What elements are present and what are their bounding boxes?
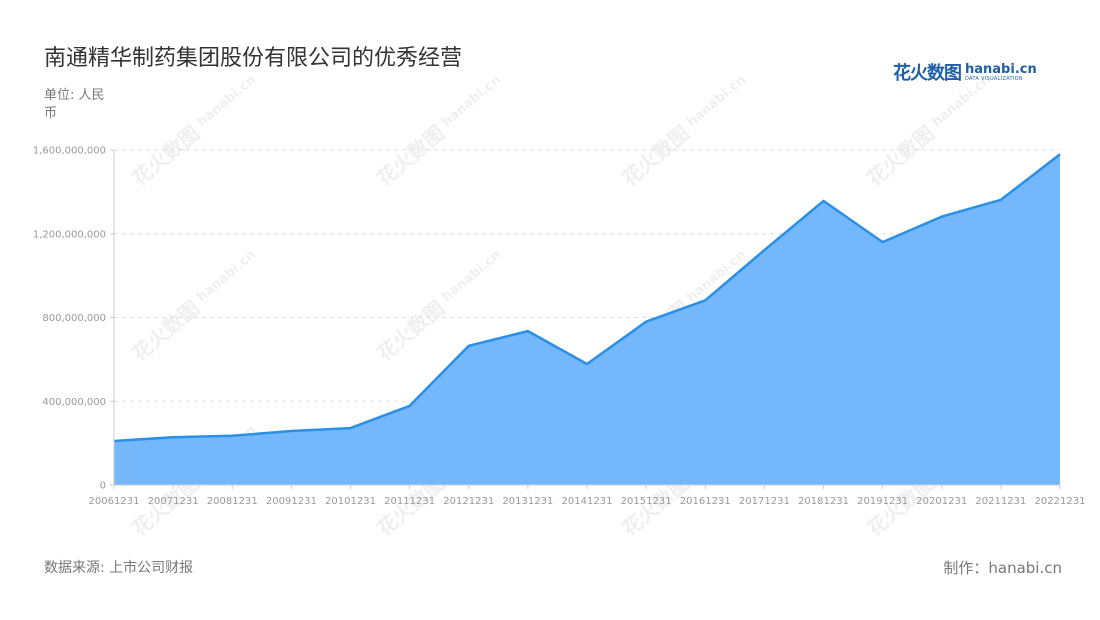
y-tick-label: 800,000,000 (42, 313, 106, 324)
x-tick-label: 20091231 (266, 496, 317, 507)
x-tick-label: 20061231 (89, 496, 140, 507)
y-tick-label: 1,600,000,000 (33, 146, 106, 157)
x-tick-label: 20201231 (916, 496, 967, 507)
watermark-en: hanabi.cn (929, 72, 994, 130)
x-tick-label: 20171231 (739, 496, 790, 507)
brand-logo: 花火数图 hanabi.cn DATA VISUALIZATION (893, 60, 1037, 85)
x-tick-label: 20161231 (680, 496, 731, 507)
watermark-cn: 花火数图 (372, 296, 449, 366)
credit-label: 制作：hanabi.cn (943, 559, 1062, 577)
x-tick-label: 20081231 (207, 496, 258, 507)
series-area (114, 154, 1060, 485)
x-tick-label: 20111231 (384, 496, 435, 507)
watermark-en: hanabi.cn (194, 72, 259, 130)
y-tick-label: 400,000,000 (42, 397, 106, 408)
x-tick-label: 20121231 (443, 496, 494, 507)
y-axis-ticks: 0 400,000,000 800,000,000 1,200,000,000 1,60… (33, 146, 114, 492)
x-tick-label: 20101231 (325, 496, 376, 507)
x-tick-label: 20131231 (502, 496, 553, 507)
watermark-en: hanabi.cn (439, 72, 504, 130)
series-line (113, 153, 1061, 443)
x-tick-label: 20221231 (1035, 496, 1086, 507)
watermark-en: hanabi.cn (439, 247, 504, 305)
watermark-cn: 花火数图 (862, 121, 939, 191)
watermark-cn: 花火数图 (617, 121, 694, 191)
chart-title: 南通精华制药集团股份有限公司的优秀经营 (44, 46, 463, 71)
x-tick-label: 20181231 (798, 496, 849, 507)
y-tick-label: 1,200,000,000 (33, 229, 106, 240)
logo-sub-text: DATA VISUALIZATION (965, 75, 1023, 82)
watermark-cn: 花火数图 (372, 121, 449, 191)
logo-en-text: hanabi.cn (965, 61, 1037, 77)
watermark-en: hanabi.cn (194, 247, 259, 305)
x-tick-label: 20151231 (621, 496, 672, 507)
y-tick-label: 0 (100, 481, 106, 492)
x-axis-ticks: 20061231 20071231 20081231 20091231 20101231… (89, 485, 1086, 507)
x-tick-label: 20191231 (857, 496, 908, 507)
x-tick-label: 20141231 (562, 496, 613, 507)
x-tick-label: 20071231 (148, 496, 199, 507)
watermark-cn: 花火数图 (127, 296, 204, 366)
data-source-label: 数据来源: 上市公司财报 (44, 560, 194, 576)
watermark-en: hanabi.cn (684, 72, 749, 130)
watermark-cn: 花火数图 (127, 121, 204, 191)
unit-label: 单位: 人民币 (44, 88, 105, 121)
x-tick-label: 20211231 (975, 496, 1026, 507)
logo-cn-text: 花火数图 (893, 63, 962, 84)
